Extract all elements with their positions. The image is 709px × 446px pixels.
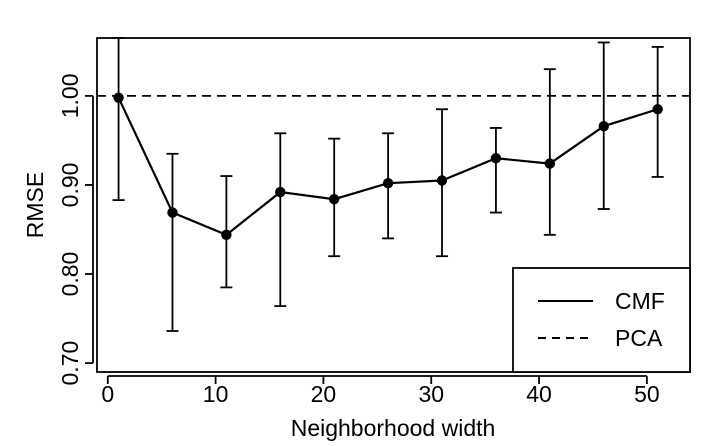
data-points bbox=[113, 92, 663, 241]
error-bars bbox=[112, 37, 664, 332]
x-tick-label: 50 bbox=[634, 381, 660, 407]
x-tick-label: 10 bbox=[203, 381, 229, 407]
error-bar bbox=[489, 127, 502, 214]
data-point bbox=[436, 175, 448, 186]
error-bar bbox=[166, 152, 179, 332]
data-point bbox=[598, 120, 609, 132]
y-tick-label: 1.00 bbox=[57, 74, 83, 119]
legend-pca-label: PCA bbox=[615, 325, 663, 351]
x-tick-label: 0 bbox=[101, 381, 114, 407]
x-axis: 0 10 20 30 40 50 bbox=[101, 375, 660, 407]
y-axis-title: RMSE bbox=[22, 172, 48, 238]
error-bar bbox=[274, 132, 287, 307]
legend-cmf-label: CMF bbox=[615, 288, 665, 314]
data-point bbox=[329, 194, 340, 205]
x-tick-label: 40 bbox=[526, 381, 552, 407]
x-tick-label: 30 bbox=[418, 381, 444, 407]
x-tick-label: 20 bbox=[311, 381, 337, 407]
error-bar bbox=[112, 37, 125, 202]
legend: CMF PCA bbox=[512, 267, 691, 373]
data-point bbox=[221, 229, 232, 241]
data-point bbox=[490, 153, 502, 164]
legend-box bbox=[512, 267, 691, 373]
y-tick-label: 0.90 bbox=[57, 163, 83, 208]
x-axis-title: Neighborhood width bbox=[291, 415, 496, 441]
plot-frame bbox=[96, 37, 691, 373]
data-point bbox=[167, 207, 178, 218]
data-point bbox=[113, 92, 124, 103]
data-point bbox=[382, 177, 394, 189]
data-point bbox=[544, 158, 556, 169]
error-bar bbox=[543, 68, 556, 236]
y-axis: 0.70 0.80 0.90 1.00 bbox=[57, 74, 94, 386]
y-tick-label: 0.70 bbox=[57, 341, 83, 386]
plot-area bbox=[96, 37, 691, 373]
data-point bbox=[652, 104, 663, 115]
y-tick-label: 0.80 bbox=[57, 252, 83, 297]
data-point bbox=[275, 186, 286, 198]
